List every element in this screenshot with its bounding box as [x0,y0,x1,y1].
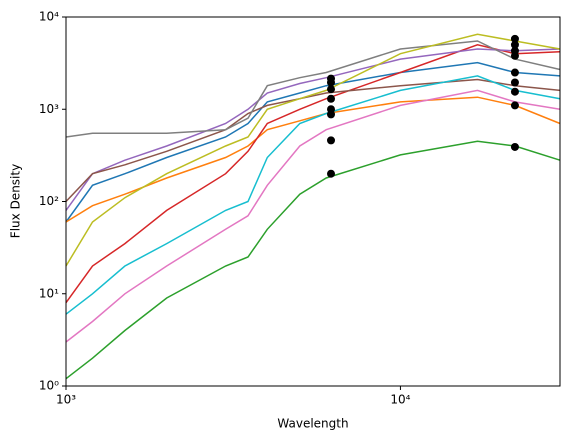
spectrum-line [65,89,561,343]
photometry-point [510,46,519,55]
photometry-point [510,40,519,49]
spectrum-line [65,75,561,315]
photometry-point [327,74,336,83]
photometry-point [510,78,519,87]
y-tick-label: 10¹ [39,286,59,300]
spectrum-line [65,96,561,223]
photometry-point [327,94,336,103]
y-tick-label: 10⁴ [39,10,59,24]
y-tick-label: 10² [39,194,59,208]
x-tick-label: 10³ [56,393,76,407]
photometry-point [327,105,336,114]
spectrum-line [65,78,561,203]
photometry-point [327,136,336,145]
photometry-point [510,34,519,43]
y-tick-label: 10³ [39,102,59,116]
photometry-point [327,169,336,178]
photometry-point [510,142,519,151]
x-tick-label: 10⁴ [390,393,410,407]
spectrum-line [65,40,561,138]
spectrum-line [65,44,561,304]
plot-frame [65,16,561,387]
photometry-point [510,68,519,77]
x-axis-label: Wavelength [277,417,348,431]
spectrum-line [65,61,561,223]
y-axis-label: Flux Density [9,164,23,238]
spectrum-line [65,140,561,380]
photometry-point [327,85,336,94]
photometry-point [510,101,519,110]
spectrum-line [65,33,561,267]
photometry-point [510,87,519,96]
spectrum-line [65,48,561,211]
y-tick-label: 10⁰ [39,379,59,393]
